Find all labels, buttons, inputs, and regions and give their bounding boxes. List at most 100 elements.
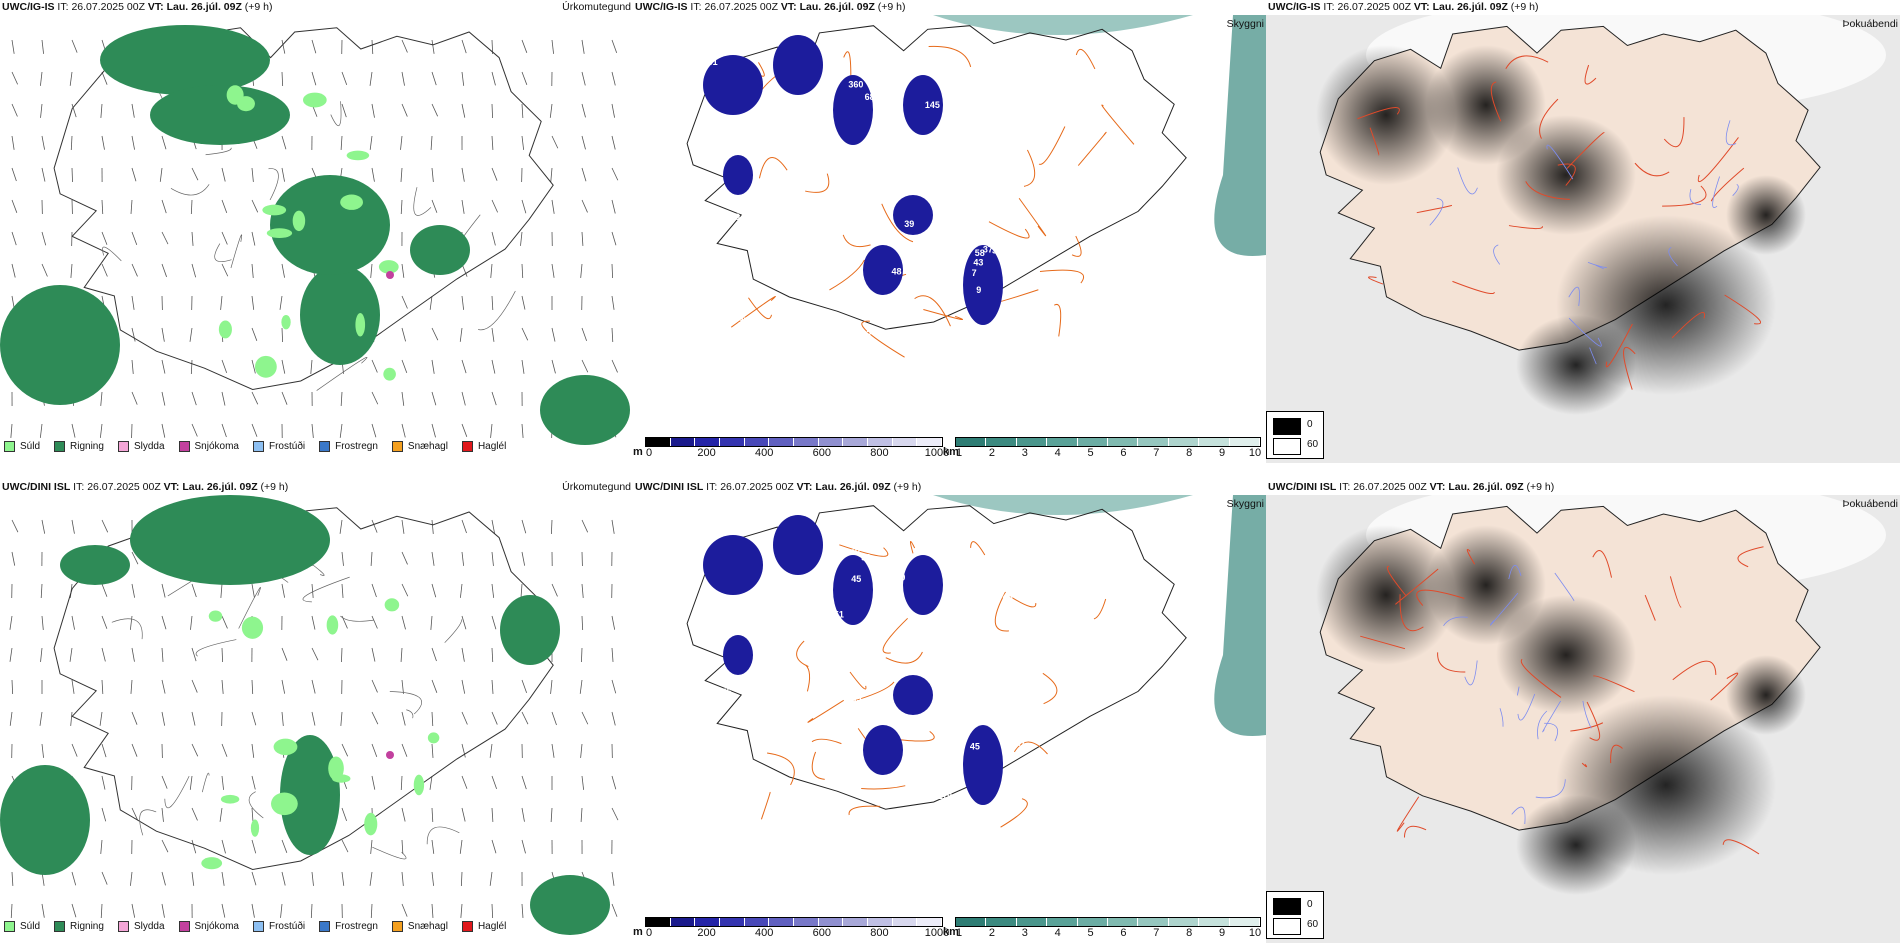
- road-line: [805, 664, 811, 692]
- wind-barb: [131, 711, 138, 725]
- wind-barb: [311, 679, 316, 694]
- wind-barb: [71, 679, 75, 694]
- wind-barb: [431, 519, 434, 534]
- visibility-value-label: 58: [975, 248, 985, 258]
- wind-barb: [131, 263, 138, 277]
- drizzle-area: [273, 738, 298, 756]
- road-line: [214, 243, 232, 262]
- wind-barb: [251, 359, 256, 374]
- visibility-value-label: 7: [794, 107, 799, 117]
- wind-barb: [251, 327, 258, 341]
- wind-barb: [341, 839, 349, 853]
- wind-barb: [100, 839, 103, 854]
- wind-barb: [521, 71, 528, 85]
- wind-barb: [191, 167, 199, 181]
- wind-barb: [491, 551, 494, 566]
- visibility-value-label: 51: [984, 683, 994, 693]
- visibility-value-label: 145: [925, 100, 940, 110]
- low-visibility-area: [723, 155, 753, 195]
- low-visibility-area: [833, 75, 873, 145]
- wind-barb: [101, 263, 108, 277]
- wind-barb: [461, 519, 467, 534]
- wind-barb: [11, 551, 16, 566]
- wind-barb: [9, 615, 13, 630]
- wind-barb: [340, 711, 343, 726]
- rain-area: [280, 735, 340, 855]
- wind-barb: [460, 903, 463, 918]
- wind-barb: [251, 423, 258, 437]
- wind-barb: [611, 519, 615, 534]
- legend-swatch: [54, 920, 66, 932]
- visibility-value-label: 43: [973, 258, 983, 268]
- rain-area: [530, 875, 610, 935]
- drizzle-area: [302, 92, 327, 108]
- wind-barb: [101, 807, 107, 822]
- wind-barb: [461, 103, 466, 118]
- legend-item: Snjókoma: [178, 920, 239, 932]
- wind-barb: [401, 871, 404, 886]
- wind-barb: [521, 327, 529, 341]
- wind-barb: [371, 39, 374, 54]
- legend-swatch: [54, 440, 66, 452]
- wind-barb: [431, 743, 434, 758]
- river-line: [1489, 592, 1519, 626]
- river-line: [1537, 710, 1548, 740]
- wind-barb: [251, 807, 254, 822]
- wind-barb: [521, 903, 524, 918]
- wind-barb: [101, 71, 108, 85]
- road-line: [248, 791, 264, 819]
- wind-barb: [41, 263, 48, 277]
- road-line: [928, 45, 972, 68]
- colorbar-segment: [769, 918, 795, 926]
- wind-barb: [550, 167, 553, 182]
- wind-barb: [191, 711, 196, 726]
- wind-barb: [251, 263, 254, 278]
- road-line: [1000, 798, 1028, 828]
- wind-barb: [550, 679, 553, 694]
- legend-swatch: [178, 920, 190, 932]
- drizzle-area: [384, 598, 400, 612]
- road-line: [406, 709, 414, 719]
- road-line: [1623, 347, 1636, 390]
- wind-barb: [11, 167, 17, 182]
- colorbar-tick-label: 1: [955, 447, 963, 459]
- wind-barb: [370, 551, 373, 566]
- wind-barb: [191, 423, 198, 437]
- road-line: [111, 618, 143, 640]
- wind-barb: [611, 71, 616, 86]
- rain-area: [410, 225, 470, 275]
- fog-area: [1496, 595, 1636, 715]
- wind-barb: [371, 743, 378, 757]
- road-line: [861, 320, 905, 358]
- legend-item: Haglél: [461, 440, 506, 452]
- road-line: [807, 699, 844, 723]
- wind-barb: [281, 679, 286, 694]
- wind-barb: [10, 903, 13, 918]
- road-line: [1539, 98, 1559, 139]
- drizzle-area: [262, 204, 287, 216]
- river-line: [1493, 244, 1501, 265]
- wind-barb: [430, 615, 433, 630]
- road-line: [330, 101, 342, 127]
- road-line: [848, 805, 881, 816]
- river-line: [1464, 660, 1478, 686]
- panel-fog-dini: UWC/DINI ISL IT: 26.07.2025 00Z VT: Lau.…: [1266, 480, 1900, 950]
- visibility-value-label: 41: [961, 670, 971, 680]
- low-visibility-area: [833, 555, 873, 625]
- wind-barb: [491, 167, 498, 181]
- wind-barb: [611, 295, 615, 310]
- wind-barb: [281, 327, 284, 342]
- river-line: [1457, 167, 1478, 195]
- wind-barb: [190, 199, 193, 214]
- fog-area: [1316, 45, 1456, 185]
- fog-legend-dark-label: 0: [1307, 899, 1313, 910]
- wind-barb: [70, 135, 73, 150]
- rain-area: [0, 285, 120, 405]
- wind-barb: [191, 231, 194, 246]
- wind-barb: [71, 423, 76, 438]
- wind-barb: [251, 295, 255, 310]
- wind-barb: [131, 103, 135, 118]
- wind-barb: [491, 71, 496, 86]
- wind-barb: [221, 775, 224, 790]
- legend-item: Frostúði: [252, 440, 305, 452]
